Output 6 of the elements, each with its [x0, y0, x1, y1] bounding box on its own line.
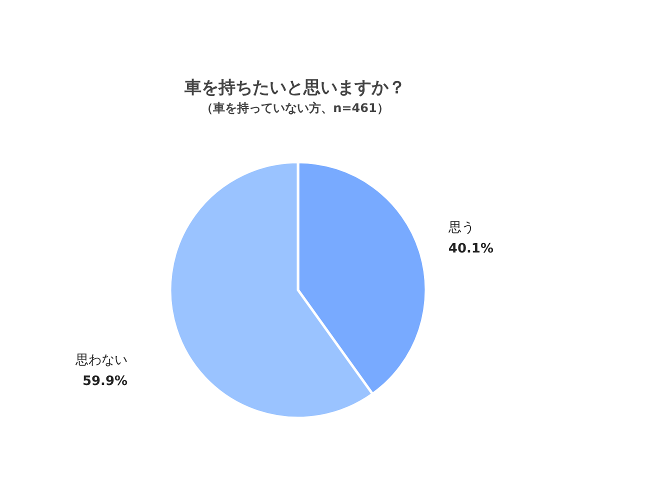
chart-subtitle: （車を持っていない方、n=461） — [201, 101, 389, 115]
data-label: 40.1% — [448, 242, 494, 257]
slice-label: 思わない — [74, 352, 128, 368]
slice-label: 思う — [447, 220, 474, 236]
chart-title: 車を持ちたいと思いますか？ — [184, 78, 406, 98]
data-label: 59.9% — [82, 374, 128, 389]
